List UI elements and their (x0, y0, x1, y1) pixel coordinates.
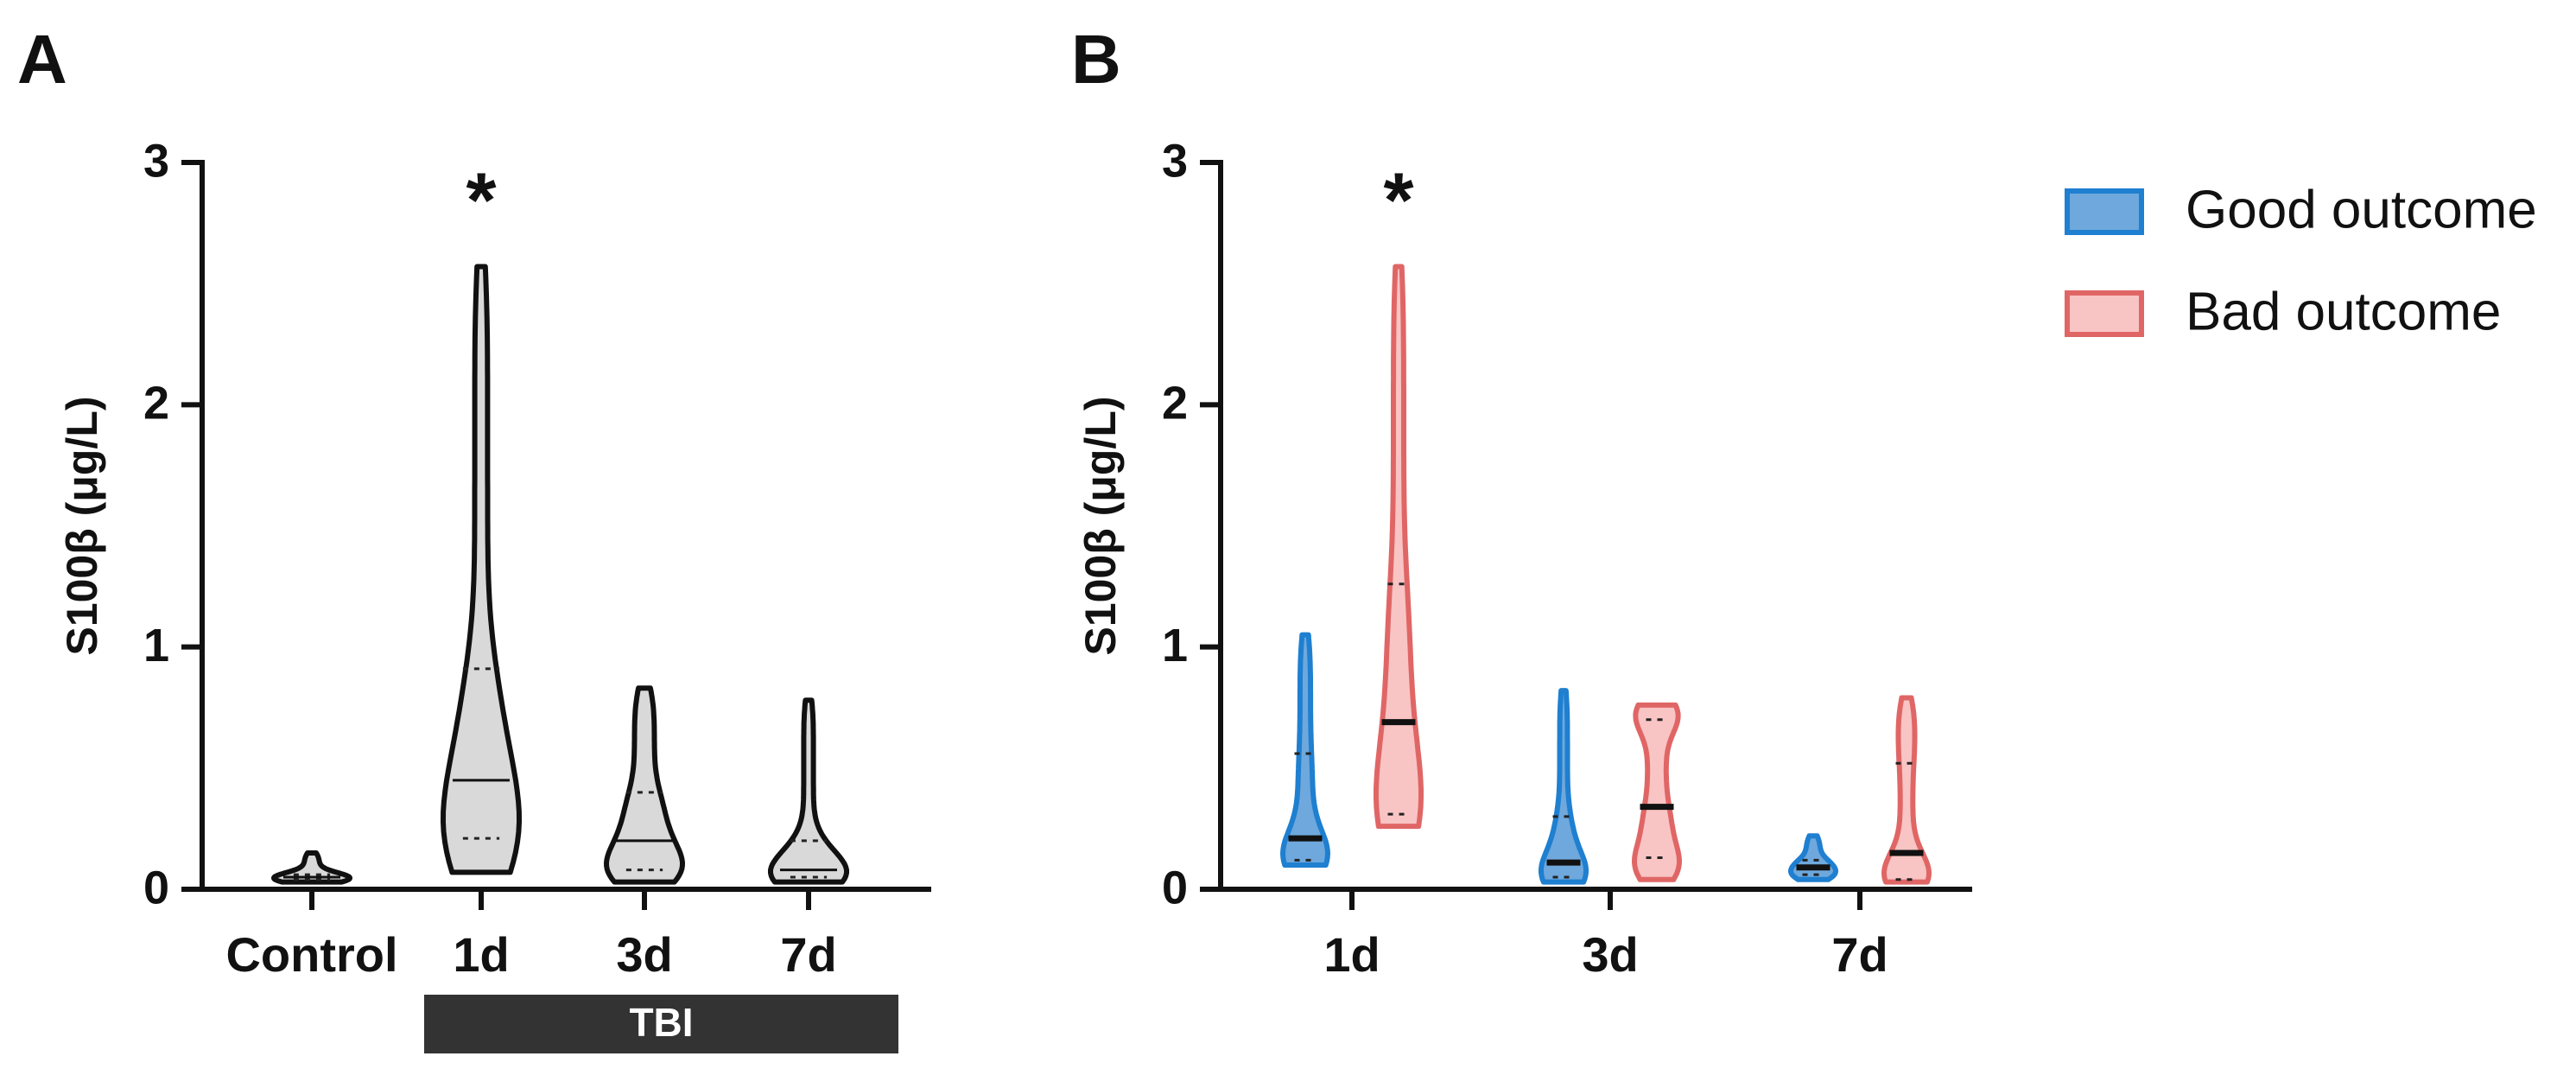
y-tick-label: 1 (143, 620, 169, 671)
x-tick-label: 3d (616, 927, 672, 982)
y-tick-label: 3 (143, 135, 169, 187)
y-axis-title: S100β (μg/L) (58, 396, 106, 655)
violin (1788, 833, 1838, 882)
legend-swatch (2065, 290, 2144, 337)
violin (768, 697, 849, 885)
y-tick-label: 2 (1162, 378, 1188, 430)
panel-label: A (17, 21, 67, 98)
x-tick-label: 1d (453, 927, 509, 982)
violin (1632, 702, 1682, 882)
panel-label: B (1071, 21, 1121, 98)
x-tick-label: 1d (1323, 927, 1380, 982)
y-tick-label: 3 (1162, 135, 1188, 187)
violin (604, 685, 685, 885)
legend-label: Bad outcome (2186, 282, 2501, 341)
y-tick-label: 1 (1162, 620, 1188, 671)
x-tick-label: 7d (1831, 927, 1888, 982)
legend-label: Good outcome (2186, 180, 2537, 239)
violin (1881, 695, 1932, 885)
x-tick-label: 7d (780, 927, 836, 982)
significance-marker: * (466, 157, 496, 244)
x-tick-label: Control (225, 927, 397, 982)
violin (1280, 632, 1330, 868)
y-tick-label: 0 (143, 862, 169, 913)
violin (1539, 688, 1589, 885)
violin (441, 264, 522, 875)
y-axis-title: S100β (μg/L) (1076, 396, 1125, 655)
x-tick-label: 3d (1582, 927, 1638, 982)
violin (1374, 264, 1424, 830)
y-tick-label: 2 (143, 378, 169, 430)
significance-marker: * (1383, 157, 1413, 244)
y-tick-label: 0 (1162, 862, 1188, 913)
group-label: TBI (629, 1000, 693, 1045)
legend-swatch (2065, 188, 2144, 235)
group-bar (424, 995, 898, 1053)
violin (271, 850, 352, 885)
